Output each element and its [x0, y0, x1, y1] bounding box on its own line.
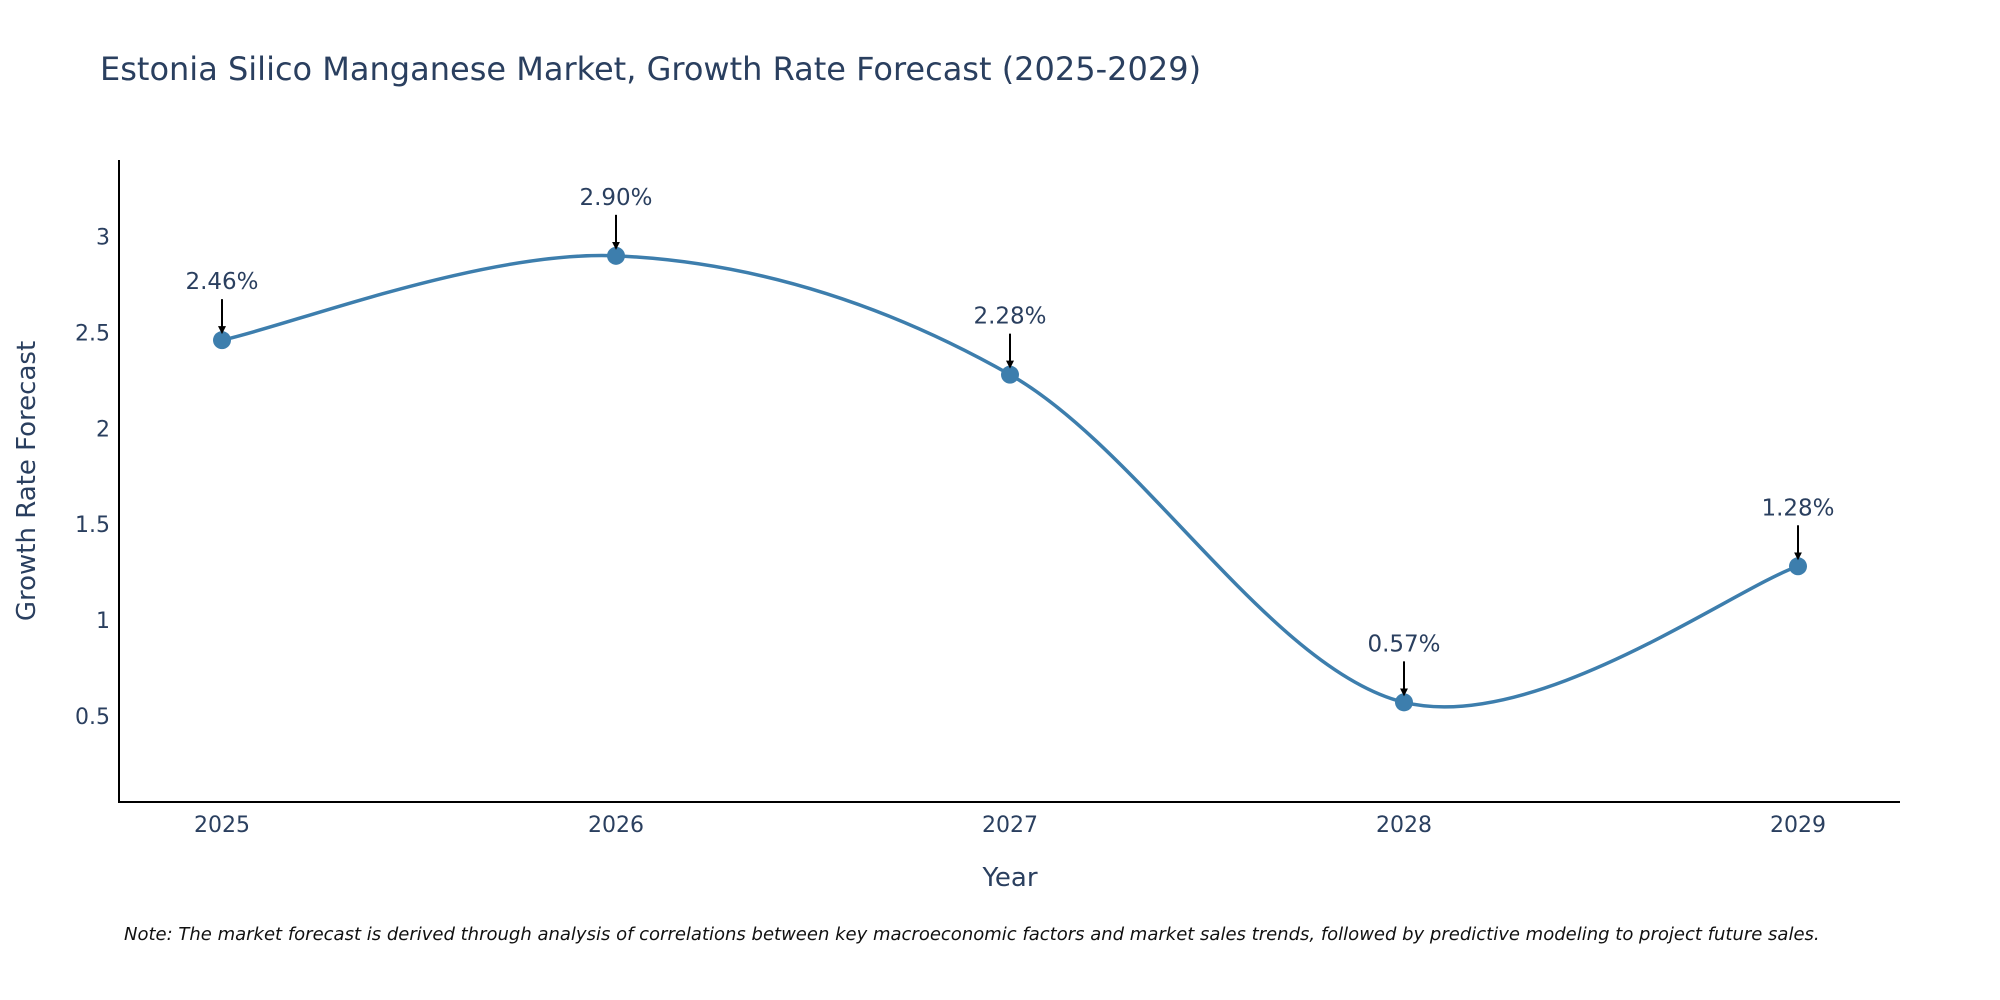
x-tick-label: 2026 [588, 813, 644, 838]
data-point [213, 331, 231, 350]
data-label: 2.28% [973, 304, 1046, 330]
series [213, 246, 1807, 712]
y-axis-title: Growth Rate Forecast [12, 341, 42, 621]
x-axis: 2025 2026 2027 2028 2029 [118, 801, 1900, 838]
y-tick-label: 1.5 [75, 513, 110, 538]
data-point [1789, 557, 1807, 576]
forecast-note: Note: The market forecast is derived thr… [124, 924, 1820, 945]
y-tick-label: 2.5 [75, 321, 110, 346]
data-label: 1.28% [1761, 495, 1834, 521]
x-tick-label: 2029 [1770, 813, 1826, 838]
chart-title: Estonia Silico Manganese Market, Growth … [100, 50, 1201, 88]
data-label: 2.46% [185, 269, 258, 295]
data-label-annotations: 2.46% 2.90% 2.28% 0.57% 1.28% [185, 185, 1835, 697]
x-tick-label: 2027 [982, 813, 1038, 838]
x-tick-label: 2028 [1376, 813, 1432, 838]
y-tick-label: 3 [96, 226, 110, 251]
data-label: 2.90% [579, 185, 652, 211]
data-point [607, 246, 625, 265]
data-label: 0.57% [1367, 631, 1440, 657]
series-line [221, 253, 1799, 709]
y-axis: 0.5 1 1.5 2 2.5 3 [75, 160, 120, 803]
x-axis-title: Year [981, 863, 1037, 893]
y-tick-label: 1 [96, 609, 110, 634]
y-tick-label: 0.5 [75, 705, 110, 730]
y-tick-label: 2 [96, 417, 110, 442]
data-point [1001, 365, 1019, 384]
data-point [1395, 693, 1413, 712]
x-tick-label: 2025 [194, 813, 250, 838]
